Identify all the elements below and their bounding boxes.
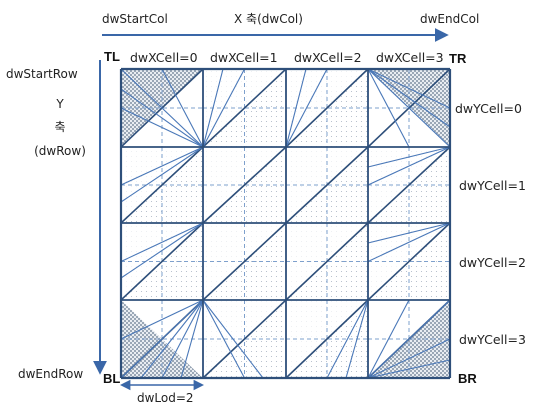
cell-diagonal — [120, 222, 204, 301]
cell-diagonal — [285, 299, 369, 379]
fan-line — [367, 222, 451, 262]
end-col-label: dwEndCol — [420, 12, 479, 26]
fan-line — [367, 359, 451, 379]
y-cell-label-0: dwYCell=0 — [455, 101, 522, 116]
x-cell-label-3: dwXCell=3 — [376, 50, 444, 65]
fan-line — [120, 222, 204, 279]
cell-diagonal — [202, 146, 287, 224]
x-cell-label-1: dwXCell=1 — [210, 50, 278, 65]
fan-line — [180, 299, 204, 379]
fan-line — [202, 68, 224, 148]
fan-line — [345, 299, 369, 379]
fan-lines — [120, 68, 451, 379]
fan-line — [120, 299, 204, 379]
fan-line — [367, 68, 451, 128]
fan-line — [367, 299, 410, 379]
fan-line — [120, 68, 204, 148]
x-axis-label: X 축(dwCol) — [234, 12, 303, 26]
fan-line — [202, 299, 245, 379]
fan-line — [367, 68, 410, 148]
fan-line — [120, 299, 204, 340]
fan-line — [367, 338, 451, 379]
fan-line — [285, 68, 307, 148]
fan-line — [120, 88, 204, 148]
cell-diagonal — [367, 146, 451, 224]
y-cell-label-2: dwYCell=2 — [459, 255, 526, 270]
fan-line — [202, 68, 245, 148]
fan-line — [367, 222, 451, 244]
fan-line — [140, 299, 204, 379]
y-axis-word: 축 — [54, 120, 65, 134]
fan-line — [120, 107, 204, 148]
fan-line — [367, 146, 451, 168]
cell-diagonal — [202, 68, 287, 148]
fan-line — [326, 299, 369, 379]
start-row-label: dwStartRow — [6, 67, 78, 81]
fan-line — [367, 68, 451, 109]
start-col-label: dwStartCol — [102, 12, 168, 26]
y-cell-label-1: dwYCell=1 — [459, 178, 526, 193]
cell-diagonal — [202, 222, 287, 301]
fan-line — [367, 146, 451, 186]
cell-diagonal — [120, 146, 204, 224]
fan-line — [161, 68, 204, 148]
y-axis-letter: Y — [55, 97, 64, 111]
corner-bl: BL — [103, 371, 120, 386]
main-grid — [119, 67, 452, 380]
x-cell-label-2: dwXCell=2 — [294, 50, 362, 65]
lod-label: dwLod=2 — [137, 391, 194, 405]
corner-tr: TR — [449, 51, 467, 66]
fan-line — [120, 146, 204, 186]
end-row-label: dwEndRow — [18, 367, 83, 381]
fan-line — [367, 299, 451, 379]
x-cell-label-0: dwXCell=0 — [130, 50, 198, 65]
cell-diagonal — [285, 68, 369, 148]
fan-line — [367, 68, 451, 148]
corner-br: BR — [458, 371, 477, 386]
fan-line — [120, 146, 204, 203]
fan-line — [120, 222, 204, 262]
cell-diagonal — [202, 299, 287, 379]
cell-diagonal — [285, 146, 369, 224]
cell-diagonal — [285, 222, 369, 301]
fan-line — [202, 299, 264, 379]
y-axis-unit: (dwRow) — [34, 144, 86, 158]
fan-line — [161, 299, 204, 379]
fan-line — [285, 68, 328, 148]
y-cell-label-3: dwYCell=3 — [459, 332, 526, 347]
corner-tl: TL — [104, 49, 120, 64]
cell-diagonal — [367, 222, 451, 301]
